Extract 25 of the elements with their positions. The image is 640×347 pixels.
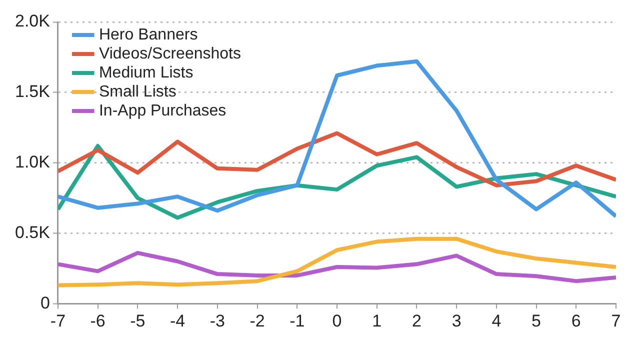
x-tick-label: 3	[452, 311, 462, 330]
legend-label: In-App Purchases	[98, 102, 226, 120]
legend-label: Videos/Screenshots	[98, 45, 241, 62]
x-tick-label: -7	[50, 311, 66, 330]
y-tick-label: 0.5K	[14, 222, 51, 242]
x-tick-label: -3	[210, 311, 225, 330]
legend-label: Small Lists	[98, 83, 176, 100]
x-tick-label: 0	[332, 311, 342, 330]
x-tick-label: 1	[372, 311, 382, 330]
legend-label: Medium Lists	[98, 64, 194, 82]
x-tick-label: -2	[250, 311, 265, 330]
y-tick-label: 0	[40, 293, 50, 312]
x-tick-label: 6	[571, 311, 581, 330]
x-tick-label: 4	[492, 311, 502, 330]
x-tick-label: -6	[90, 311, 106, 330]
x-tick-label: -1	[290, 311, 305, 330]
x-tick-label: -5	[130, 311, 146, 330]
y-tick-label: 1.5K	[14, 82, 51, 102]
x-tick-label: -4	[170, 311, 186, 330]
x-tick-label: 7	[611, 311, 621, 330]
x-tick-label: 2	[412, 311, 422, 330]
legend-label: Hero Banners	[98, 26, 198, 44]
y-tick-label: 2.0K	[14, 12, 51, 31]
y-tick-label: 1.0K	[14, 152, 51, 172]
x-tick-label: 5	[532, 311, 542, 330]
